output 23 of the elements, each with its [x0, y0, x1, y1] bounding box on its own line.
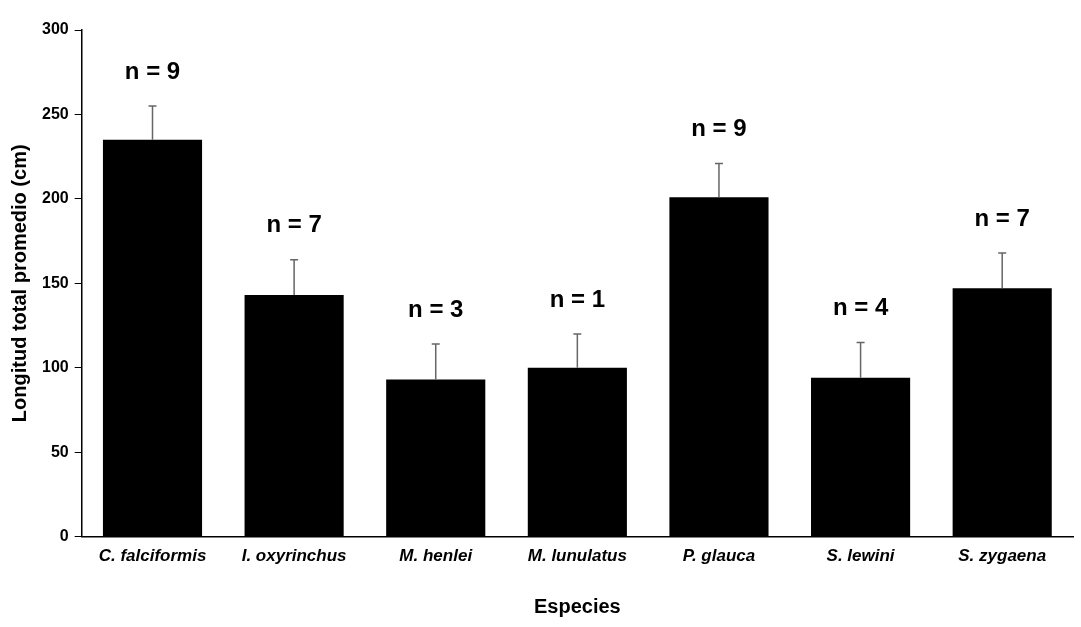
- annotation: n = 1: [549, 284, 606, 312]
- x-tick-label: S. lewini: [826, 546, 896, 566]
- annotation: n = 4: [832, 293, 889, 321]
- annotation: n = 9: [124, 56, 181, 84]
- annotation: n = 7: [266, 210, 322, 238]
- x-tick-label: M. henlei: [399, 546, 474, 566]
- x-tick-label: I. oxyrinchus: [241, 546, 347, 566]
- x-tick-label: S. zygaena: [958, 546, 1047, 566]
- x-tick-label: P. glauca: [682, 546, 756, 566]
- x-axis-title: Especies: [533, 594, 621, 617]
- annotation: n = 9: [691, 114, 747, 142]
- x-tick-label: C. falciformis: [98, 546, 207, 566]
- y-tick-label: 250: [41, 104, 69, 122]
- y-tick-label: 0: [59, 527, 69, 545]
- y-tick-label: 300: [41, 20, 69, 38]
- y-tick-label: 150: [41, 273, 69, 291]
- y-tick-label: 50: [50, 442, 69, 460]
- y-axis-title: Longitud total promedio (cm): [7, 144, 30, 423]
- annotation: n = 7: [974, 203, 1030, 231]
- annotation: n = 3: [408, 294, 464, 322]
- x-tick-label: M. lunulatus: [527, 546, 627, 566]
- y-tick-label: 200: [41, 189, 69, 207]
- y-tick-label: 100: [41, 358, 69, 376]
